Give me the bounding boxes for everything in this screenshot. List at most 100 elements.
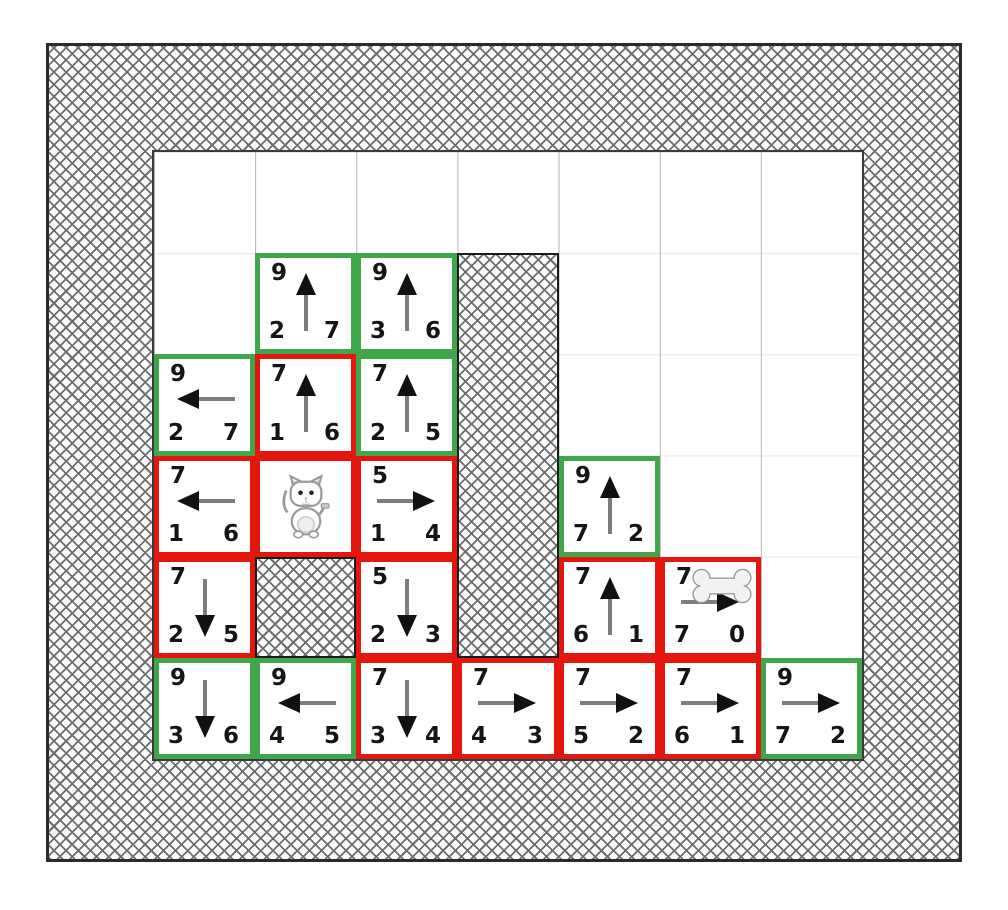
g-score: 7	[674, 622, 691, 648]
g-score: 7	[573, 521, 590, 547]
g-score: 1	[370, 521, 387, 547]
h-score: 6	[424, 318, 441, 344]
outer-wall: 9 2 7 9 3 6 9 2 7 7 1 6 7 2 5 7 1 6 5 1 4 9 7 2 7 2 5 5 2 3 7 6 1 7 7 0 9 3…	[46, 43, 962, 862]
f-score: 9	[271, 260, 288, 286]
grid-cell-closed[interactable]: 5 1 4	[356, 456, 457, 557]
f-score: 7	[372, 665, 389, 691]
g-score: 4	[471, 723, 488, 749]
g-score: 2	[168, 420, 185, 446]
bone-icon	[691, 567, 753, 609]
g-score: 3	[370, 723, 387, 749]
g-score: 7	[775, 723, 792, 749]
arrow-down-icon	[361, 661, 452, 754]
grid-cell-closed[interactable]: 7 2 5	[154, 557, 255, 658]
g-score: 3	[168, 723, 185, 749]
h-score: 1	[728, 723, 745, 749]
h-score: 3	[424, 622, 441, 648]
g-score: 2	[370, 622, 387, 648]
g-score: 2	[269, 318, 286, 344]
g-score: 5	[573, 723, 590, 749]
h-score: 2	[829, 723, 846, 749]
f-score: 7	[676, 564, 693, 590]
h-score: 0	[728, 622, 745, 648]
h-score: 3	[526, 723, 543, 749]
f-score: 7	[575, 564, 592, 590]
h-score: 7	[323, 318, 340, 344]
f-score: 9	[170, 665, 187, 691]
grid-cell-closed[interactable]: 7 5 2	[559, 658, 660, 759]
arrow-down-icon	[159, 661, 250, 754]
grid-cell-open[interactable]: 9 7 2	[559, 456, 660, 557]
arrow-right-icon	[665, 651, 756, 754]
arrow-down-icon	[159, 560, 250, 653]
h-score: 2	[627, 521, 644, 547]
grid-area[interactable]: 9 2 7 9 3 6 9 2 7 7 1 6 7 2 5 7 1 6 5 1 4 9 7 2 7 2 5 5 2 3 7 6 1 7 7 0 9 3…	[152, 150, 864, 761]
arrow-left-icon	[159, 347, 250, 451]
grid-cell-closed[interactable]: 7 1 6	[255, 354, 356, 456]
arrow-down-icon	[361, 560, 452, 653]
h-score: 6	[222, 723, 239, 749]
g-score: 1	[168, 521, 185, 547]
f-score: 7	[271, 361, 288, 387]
grid-cell-closed[interactable]: 5 2 3	[356, 557, 457, 658]
f-score: 9	[170, 361, 187, 387]
f-score: 7	[372, 361, 389, 387]
h-score: 4	[424, 723, 441, 749]
g-score: 6	[674, 723, 691, 749]
arrow-up-icon	[564, 560, 655, 653]
f-score: 9	[271, 665, 288, 691]
h-score: 5	[323, 723, 340, 749]
grid-cell-closed[interactable]	[255, 456, 356, 557]
arrow-right-icon	[462, 651, 554, 754]
h-score: 1	[627, 622, 644, 648]
grid-cell-open[interactable]: 9 3 6	[154, 658, 255, 759]
f-score: 5	[372, 564, 389, 590]
g-score: 6	[573, 622, 590, 648]
f-score: 9	[372, 260, 389, 286]
arrow-right-icon	[564, 651, 655, 754]
wall-block[interactable]	[457, 253, 559, 658]
grid-cell-closed[interactable]: 7 4 3	[457, 658, 559, 759]
f-score: 7	[170, 463, 187, 489]
h-score: 2	[627, 723, 644, 749]
f-score: 7	[170, 564, 187, 590]
arrow-left-icon	[260, 651, 351, 754]
f-score: 5	[372, 463, 389, 489]
f-score: 7	[676, 665, 693, 691]
g-score: 3	[370, 318, 387, 344]
h-score: 6	[323, 420, 340, 446]
grid-cell-open[interactable]: 9 2 7	[154, 354, 255, 456]
grid-cell-open[interactable]: 9 4 5	[255, 658, 356, 759]
arrow-up-icon	[361, 256, 452, 349]
h-score: 6	[222, 521, 239, 547]
g-score: 2	[370, 420, 387, 446]
f-score: 7	[575, 665, 592, 691]
grid-cell-closed[interactable]: 7 3 4	[356, 658, 457, 759]
grid-cell-open[interactable]: 9 3 6	[356, 253, 457, 354]
f-score: 7	[473, 665, 490, 691]
cat-icon	[260, 461, 351, 552]
arrow-up-icon	[260, 357, 351, 451]
h-score: 7	[222, 420, 239, 446]
arrow-up-icon	[564, 459, 655, 552]
grid-cell-open[interactable]: 9 7 2	[761, 658, 862, 759]
h-score: 4	[424, 521, 441, 547]
grid-cell-closed[interactable]: 7 7 0	[660, 557, 761, 658]
grid-cell-closed[interactable]: 7 6 1	[660, 658, 761, 759]
arrow-up-icon	[260, 256, 351, 349]
arrow-right-icon	[361, 449, 452, 552]
g-score: 1	[269, 420, 286, 446]
grid-cell-closed[interactable]: 7 1 6	[154, 456, 255, 557]
f-score: 9	[575, 463, 592, 489]
grid-cell-closed[interactable]: 7 6 1	[559, 557, 660, 658]
arrow-left-icon	[159, 449, 250, 552]
wall-block[interactable]	[255, 557, 356, 658]
h-score: 5	[222, 622, 239, 648]
h-score: 5	[424, 420, 441, 446]
f-score: 9	[777, 665, 794, 691]
g-score: 2	[168, 622, 185, 648]
grid-cell-open[interactable]: 7 2 5	[356, 354, 457, 456]
grid-cell-open[interactable]: 9 2 7	[255, 253, 356, 354]
arrow-up-icon	[361, 357, 452, 451]
